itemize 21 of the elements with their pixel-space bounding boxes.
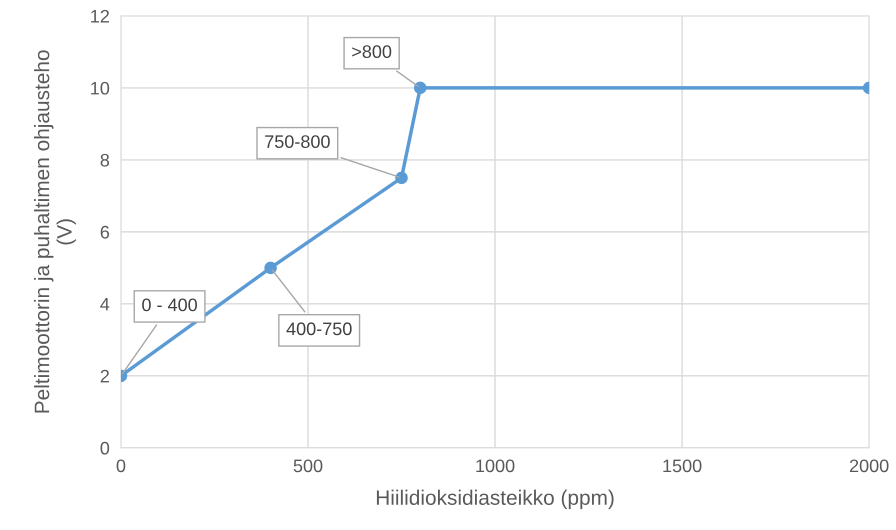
y-tick-label: 4 (100, 298, 110, 310)
y-tick-label: 12 (91, 10, 109, 22)
y-tick-label: 2 (100, 370, 109, 382)
x-tick-label: 500 (294, 459, 322, 472)
y-tick-label: 0 (100, 442, 110, 455)
x-tick-label: 2000 (850, 459, 888, 472)
annotation: 750-800 (265, 135, 330, 148)
y-tick-label: 6 (100, 226, 110, 239)
x-tick-label: 1000 (476, 459, 514, 472)
y-tick-label: 8 (100, 154, 110, 167)
annotation: >800 (352, 45, 392, 58)
y-axis-title: Peltimoottorin ja puhaltimen ohjausteho (V) (34, 50, 76, 413)
y-tick-label: 10 (91, 82, 110, 95)
annotation: 0 - 400 (142, 298, 197, 312)
x-tick-label: 1500 (663, 459, 702, 472)
x-axis-title: Hiilidioksidiasteikko (ppm) (376, 490, 614, 510)
point (395, 172, 408, 184)
point (264, 262, 277, 274)
point (414, 82, 426, 94)
x-tick-label: 0 (116, 459, 126, 472)
annotation: 400-750 (286, 322, 352, 336)
